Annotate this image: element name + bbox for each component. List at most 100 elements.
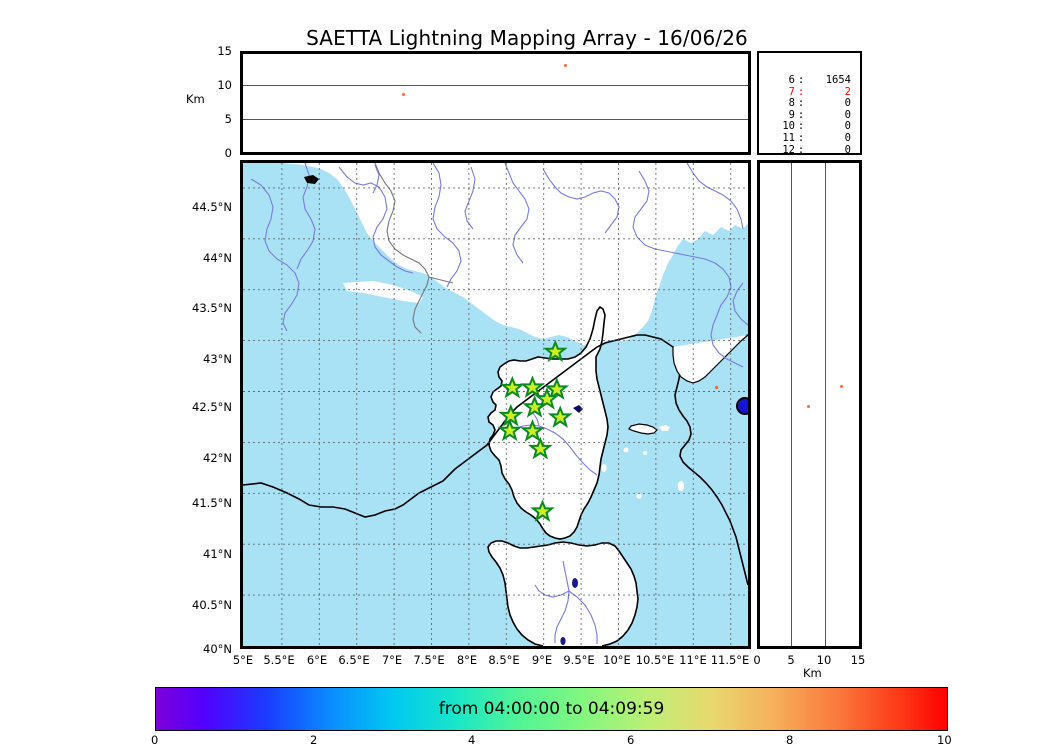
map-ytick-43.5N: 43.5°N xyxy=(192,301,232,315)
table-row: 8: 0 xyxy=(765,98,861,110)
lma-station-marker[interactable] xyxy=(544,377,570,400)
coastline-italy-west xyxy=(672,346,748,586)
map-ytick-42.5N: 42.5°N xyxy=(192,400,232,414)
lma-station-marker[interactable] xyxy=(527,436,553,460)
lma-station-marker[interactable] xyxy=(542,339,568,363)
station-number: 10 xyxy=(782,120,795,133)
station-number: 11 xyxy=(782,131,795,144)
river-sardinia-2 xyxy=(534,584,570,598)
altitude-longitude-panel xyxy=(240,51,751,155)
station-count: 0 xyxy=(844,143,851,156)
grid-layer xyxy=(243,163,748,646)
side-panel-xlabel: Km xyxy=(803,666,822,680)
lma-station-marker[interactable] xyxy=(499,375,525,399)
map-xtick-11E: 11°E xyxy=(679,653,707,667)
table-row: 11: 0 xyxy=(765,131,861,145)
lake-1 xyxy=(572,578,578,588)
river xyxy=(686,163,744,230)
station-count: 0 xyxy=(844,131,851,144)
map-xtick-5.5E: 5.5°E xyxy=(263,653,295,667)
colorbar-gradient xyxy=(155,687,948,731)
map-xtick-6.5E: 6.5°E xyxy=(338,653,370,667)
colorbar-tick-6: 6 xyxy=(627,733,635,747)
lma-station-marker[interactable] xyxy=(522,395,547,418)
map-xtick-8.5E: 8.5°E xyxy=(488,653,520,667)
station-number: 6 xyxy=(788,74,795,86)
island-small-1 xyxy=(659,425,670,431)
island-islet-3 xyxy=(636,493,642,499)
river xyxy=(710,304,744,368)
island-islet-1 xyxy=(623,447,629,453)
source-point xyxy=(564,64,567,67)
map-ytick-44N: 44°N xyxy=(203,251,232,265)
border-line xyxy=(412,292,424,334)
river xyxy=(542,168,620,234)
coastline-sardinia-east xyxy=(547,541,639,646)
map-xtick-10E: 10°E xyxy=(603,653,631,667)
top-panel-gridline-5 xyxy=(243,119,748,120)
map-xtick-11.5E: 11.5°E xyxy=(710,653,750,667)
river-branch xyxy=(532,412,540,427)
station-count: 1654 xyxy=(825,74,851,86)
lma-station-marker[interactable] xyxy=(520,419,545,442)
station-count-panel: 6: 1654 7: 2 8: 0 9: 0 10: 0 11: 0 12: 0 xyxy=(757,51,862,155)
separator: : xyxy=(797,131,805,144)
map-xtick-9E: 9°E xyxy=(531,653,553,667)
station-count: 0 xyxy=(844,97,851,110)
lma-station-marker[interactable] xyxy=(497,418,523,442)
lma-station-marker[interactable] xyxy=(520,375,545,398)
map-ytick-41.5N: 41.5°N xyxy=(192,496,232,510)
colorbar-tick-10: 10 xyxy=(937,733,952,747)
map-xtick-5E: 5°E xyxy=(232,653,254,667)
colorbar-tick-8: 8 xyxy=(786,733,794,747)
center-marker[interactable] xyxy=(736,397,748,415)
separator: : xyxy=(797,85,805,98)
coastline-liguria-detail xyxy=(672,334,748,384)
top-panel-ylabel: Km xyxy=(186,92,205,106)
river xyxy=(388,260,414,274)
colorbar[interactable]: from 04:00:00 to 04:09:59 0 2 4 6 8 10 xyxy=(151,687,952,747)
lma-station-marker[interactable] xyxy=(547,405,573,428)
map-canvas xyxy=(243,163,748,646)
source-point xyxy=(714,385,719,390)
source-point xyxy=(840,385,843,388)
side-panel-xtick-0: 0 xyxy=(753,653,761,667)
map-xtick-9.5E: 9.5°E xyxy=(563,653,595,667)
table-row: 9: 0 xyxy=(765,108,861,122)
island-islet-4 xyxy=(677,480,685,492)
map-ytick-40.5N: 40.5°N xyxy=(192,598,232,612)
map-xtick-7.5E: 7.5°E xyxy=(413,653,445,667)
map-panel[interactable] xyxy=(240,160,751,649)
lma-station-marker[interactable] xyxy=(530,499,555,522)
river-sardinia-3 xyxy=(568,590,598,644)
station-count: 0 xyxy=(844,120,851,133)
lma-station-marker[interactable] xyxy=(534,387,560,410)
side-panel-xtick-15: 15 xyxy=(850,653,866,667)
station-count-table: 6: 1654 7: 2 8: 0 9: 0 10: 0 11: 0 12: 0 xyxy=(765,74,861,156)
river xyxy=(504,163,530,264)
lake-geneva xyxy=(304,175,319,184)
station-count: 2 xyxy=(844,85,851,98)
separator: : xyxy=(797,108,805,121)
mainland-europe xyxy=(243,163,748,347)
page-title: SAETTA Lightning Mapping Array - 16/06/2… xyxy=(0,26,1050,50)
colorbar-label: from 04:00:00 to 04:09:59 xyxy=(155,687,948,731)
map-ytick-43N: 43°N xyxy=(203,352,232,366)
coastline-elba xyxy=(628,423,658,435)
separator: : xyxy=(797,120,805,133)
top-panel-ytick-5: 5 xyxy=(224,112,232,126)
station-count: 0 xyxy=(844,108,851,121)
top-panel-gridline-10 xyxy=(243,85,748,86)
colorbar-label-text: from 04:00:00 to 04:09:59 xyxy=(438,699,665,719)
map-ytick-41N: 41°N xyxy=(203,547,232,561)
source-point xyxy=(402,93,405,96)
map-ytick-44.5N: 44.5°N xyxy=(192,200,232,214)
station-number: 9 xyxy=(788,108,795,121)
rivers-layer xyxy=(250,163,748,644)
top-panel-ytick-10: 10 xyxy=(217,78,232,92)
station-number: 7 xyxy=(788,85,795,98)
station-number: 8 xyxy=(788,97,795,110)
lma-station-marker[interactable] xyxy=(498,403,524,427)
coastline-sardinia-west xyxy=(487,540,549,646)
station-markers-layer xyxy=(497,339,573,522)
